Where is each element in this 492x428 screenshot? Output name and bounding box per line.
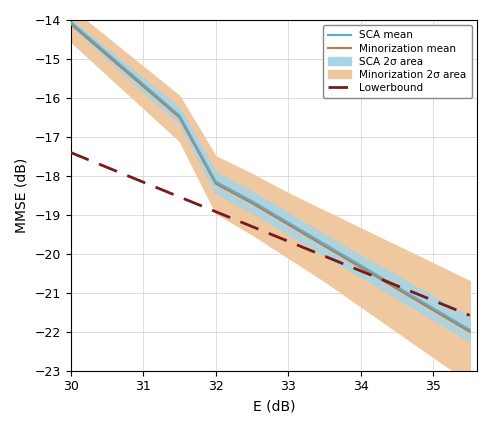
Y-axis label: MMSE (dB): MMSE (dB)	[15, 158, 29, 233]
X-axis label: E (dB): E (dB)	[252, 399, 295, 413]
Legend: SCA mean, Minorization mean, SCA 2σ area, Minorization 2σ area, Lowerbound: SCA mean, Minorization mean, SCA 2σ area…	[323, 25, 472, 98]
